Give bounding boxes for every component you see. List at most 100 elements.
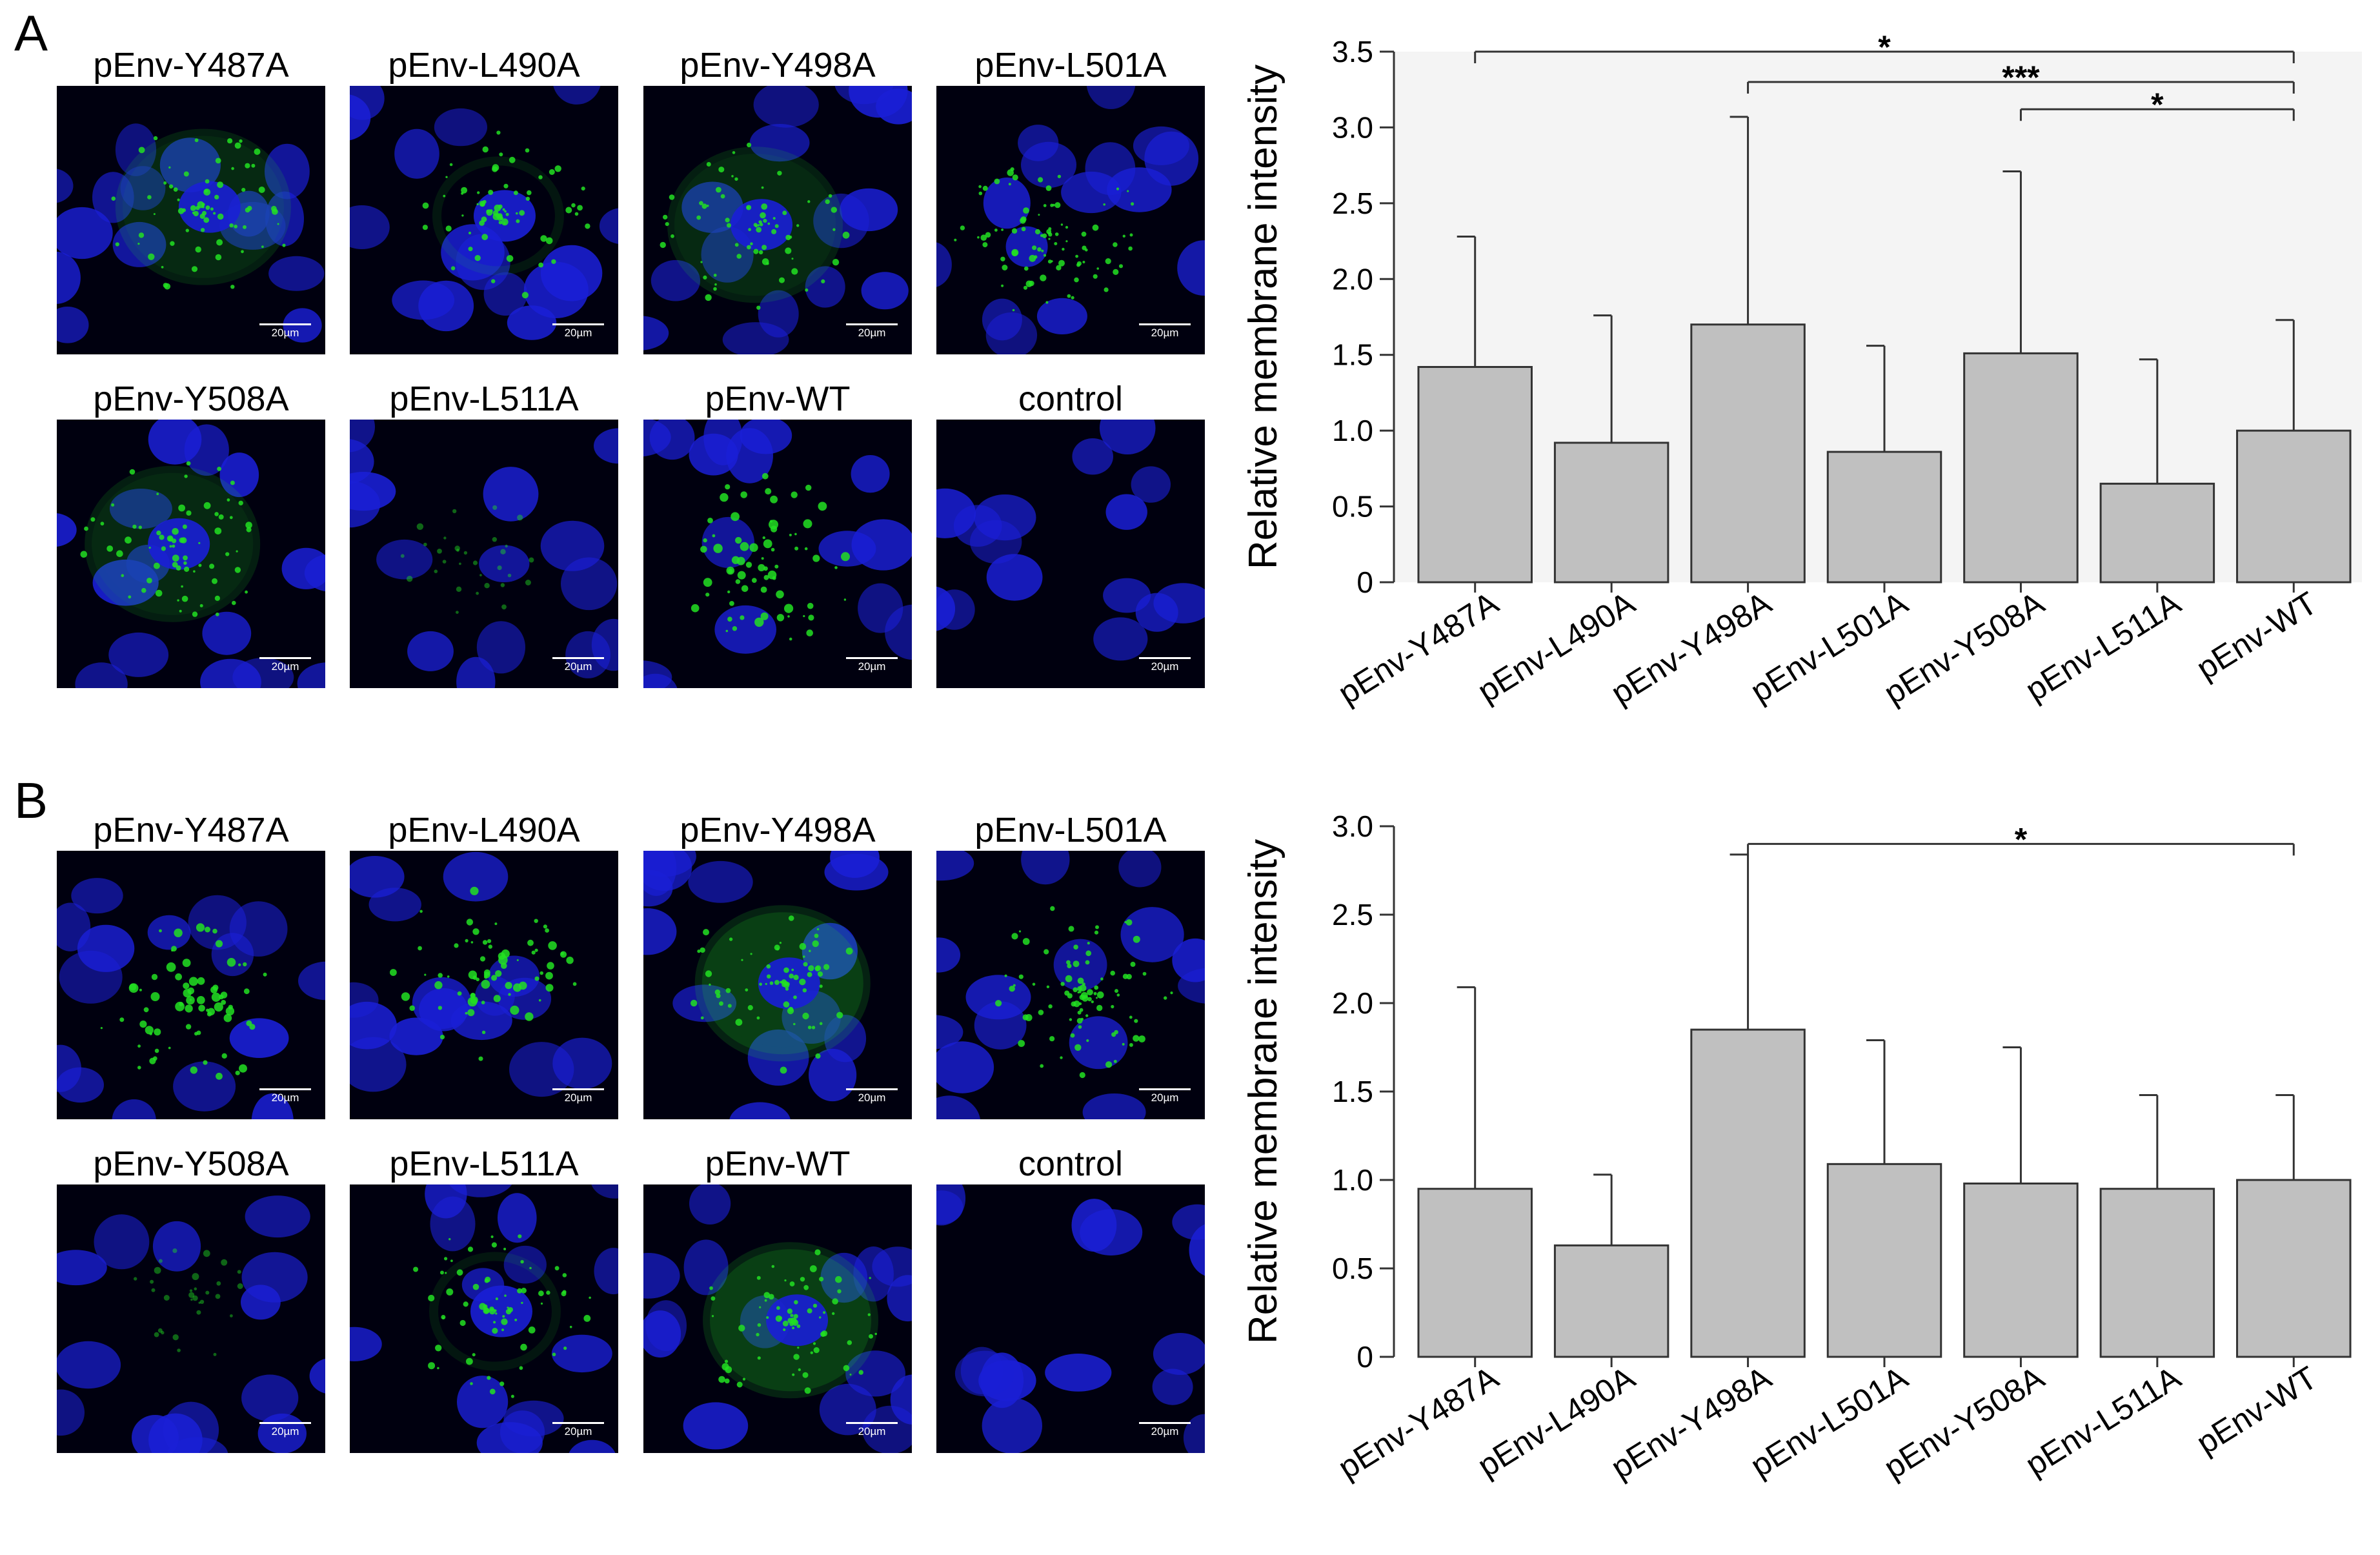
micrograph-cells (57, 1184, 325, 1453)
scale-bar-line (552, 657, 604, 659)
significance-label: * (2015, 821, 2028, 857)
scale-bar-label: 20µm (564, 1425, 592, 1438)
scale-bar: 20µm (259, 1422, 311, 1441)
panel-letter-a: A (14, 5, 48, 61)
y-tick-label: 0.5 (1332, 1252, 1373, 1285)
micrograph-label: pEnv-L511A (389, 380, 579, 418)
micrograph-label: pEnv-Y487A (93, 46, 289, 85)
x-tick-label: pEnv-L511A (2019, 1359, 2187, 1483)
scale-bar-line (1139, 323, 1191, 325)
micrograph-image: 20µm (643, 851, 912, 1119)
micrograph-label: control (1018, 380, 1124, 418)
y-tick-label: 1.0 (1332, 1163, 1373, 1197)
scale-bar: 20µm (1139, 657, 1191, 676)
bar (1690, 1028, 1806, 1358)
micrograph-image: 20µm (936, 851, 1205, 1119)
bar (1826, 1163, 1942, 1358)
bar (1963, 352, 2079, 584)
scale-bar: 20µm (1139, 1422, 1191, 1441)
scale-bar: 20µm (552, 323, 604, 343)
y-tick-label: 0 (1356, 1340, 1373, 1374)
y-tick-label: 0.5 (1332, 490, 1373, 523)
scale-bar: 20µm (846, 323, 898, 343)
scale-bar-label: 20µm (564, 660, 592, 673)
scale-bar: 20µm (259, 657, 311, 676)
scale-bar-label: 20µm (271, 1092, 299, 1104)
scale-bar-line (846, 1088, 898, 1090)
scale-bar-line (259, 657, 311, 659)
micrograph-cells (57, 86, 325, 354)
scale-bar-line (1139, 1422, 1191, 1424)
significance-label: *** (2002, 59, 2040, 96)
micrograph-cells (643, 1184, 912, 1453)
bar (2236, 1179, 2352, 1358)
scale-bar-line (846, 1422, 898, 1424)
bar-chart-b: 0 0.5 1.0 1.5 2.0 2.5 3.0 Relative membrane int… (1241, 809, 2352, 1486)
micrograph-cells (57, 851, 325, 1119)
bar (1826, 451, 1942, 584)
scale-bar-label: 20µm (271, 660, 299, 673)
bar (1417, 1188, 1533, 1358)
micrograph-label: pEnv-Y498A (680, 46, 876, 85)
scale-bar: 20µm (1139, 1088, 1191, 1108)
micrograph-cells (350, 851, 618, 1119)
scale-bar-line (259, 323, 311, 325)
bar (2236, 429, 2352, 584)
y-tick-label: 3.5 (1332, 35, 1373, 68)
micrograph-label: pEnv-Y508A (93, 380, 289, 418)
micrograph-cells (643, 851, 912, 1119)
micrograph-image: 20µm (350, 86, 618, 354)
scale-bar: 20µm (259, 323, 311, 343)
micrograph-label: pEnv-WT (705, 1144, 851, 1183)
x-tick-label: pEnv-L511A (2019, 584, 2187, 708)
scale-bar-line (259, 1088, 311, 1090)
scale-bar-label: 20µm (1151, 327, 1179, 339)
micrograph-cells (643, 420, 912, 688)
micrograph-cells (936, 851, 1205, 1119)
micrograph-image: 20µm (57, 851, 325, 1119)
scale-bar: 20µm (846, 1422, 898, 1441)
panel-letter-b: B (14, 772, 48, 829)
x-tick-label: pEnv-WT (2190, 585, 2323, 687)
y-tick-label: 1.5 (1332, 338, 1373, 372)
micrograph-cells (350, 420, 618, 688)
scale-bar-line (846, 657, 898, 659)
micrograph-label: control (1018, 1144, 1124, 1183)
micrograph-cells (643, 86, 912, 354)
micrograph-image: 20µm (643, 86, 912, 354)
micrograph-image: 20µm (936, 1184, 1205, 1453)
micrograph-image: 20µm (643, 1184, 912, 1453)
scale-bar: 20µm (552, 657, 604, 676)
micrograph-cells (350, 1184, 618, 1453)
scale-bar-label: 20µm (271, 1425, 299, 1438)
scale-bar-label: 20µm (564, 327, 592, 339)
micrograph-image: 20µm (350, 851, 618, 1119)
bar (2099, 1188, 2215, 1358)
y-tick-label: 1.5 (1332, 1075, 1373, 1108)
scale-bar: 20µm (552, 1088, 604, 1108)
scale-bar-label: 20µm (1151, 1092, 1179, 1104)
bar (1417, 366, 1533, 584)
scale-bar-line (1139, 657, 1191, 659)
y-tick-label: 3.0 (1332, 110, 1373, 144)
scale-bar-line (1139, 1088, 1191, 1090)
significance-label: * (2151, 86, 2164, 123)
scale-bar-label: 20µm (858, 327, 886, 339)
scale-bar: 20µm (552, 1422, 604, 1441)
micrograph-image: 20µm (350, 420, 618, 688)
y-tick-label: 2.0 (1332, 262, 1373, 296)
scale-bar-label: 20µm (1151, 660, 1179, 673)
micrograph-image: 20µm (57, 420, 325, 688)
micrograph-cells (936, 86, 1205, 354)
micrograph-label: pEnv-L501A (974, 46, 1167, 85)
y-tick-label: 0 (1356, 565, 1373, 599)
scale-bar-label: 20µm (1151, 1425, 1179, 1438)
scale-bar: 20µm (846, 1088, 898, 1108)
scale-bar-label: 20µm (564, 1092, 592, 1104)
micrograph-image: 20µm (57, 1184, 325, 1453)
bar (1963, 1182, 2079, 1358)
micrograph-image: 20µm (350, 1184, 618, 1453)
scale-bar: 20µm (846, 657, 898, 676)
y-tick-label: 1.0 (1332, 414, 1373, 447)
